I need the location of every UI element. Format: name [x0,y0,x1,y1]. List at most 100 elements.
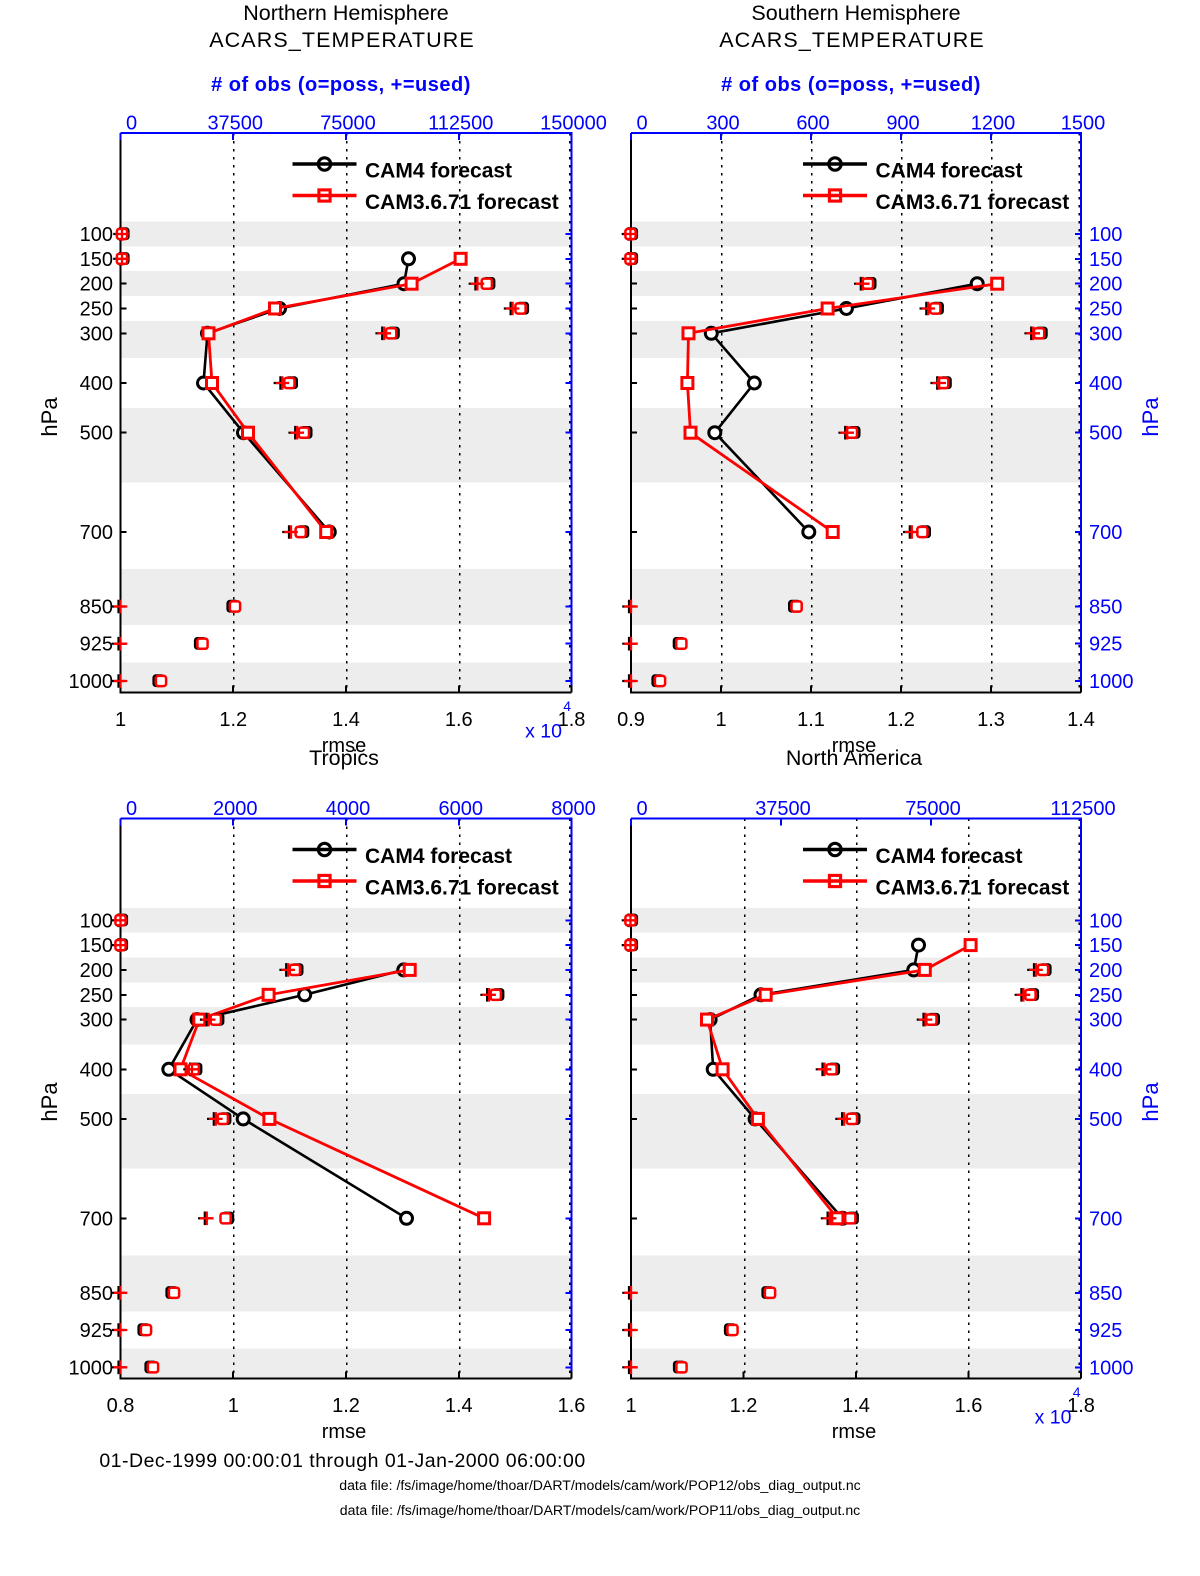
svg-text:300: 300 [80,323,113,345]
svg-text:1.3: 1.3 [977,709,1005,731]
svg-text:rmse: rmse [322,1421,366,1443]
svg-text:400: 400 [1089,1059,1122,1081]
svg-text:300: 300 [1089,323,1122,345]
svg-text:1.1: 1.1 [797,709,825,731]
svg-text:# of obs (o=poss, +=used): # of obs (o=poss, +=used) [721,74,981,96]
svg-text:data file: /fs/image/home/thoa: data file: /fs/image/home/thoar/DART/mod… [339,1477,860,1493]
svg-text:200: 200 [1089,960,1122,982]
svg-text:700: 700 [1089,522,1122,544]
svg-text:Southern Hemisphere: Southern Hemisphere [751,1,960,25]
svg-text:rmse: rmse [832,735,876,757]
svg-text:1000: 1000 [1089,1357,1134,1379]
svg-text:1.4: 1.4 [842,1395,870,1417]
svg-text:400: 400 [1089,373,1122,395]
svg-text:150: 150 [1089,249,1122,271]
svg-text:01-Dec-1999 00:00:01 through 0: 01-Dec-1999 00:00:01 through 01-Jan-2000… [99,1450,585,1472]
svg-text:1000: 1000 [69,671,114,693]
svg-text:925: 925 [1089,634,1122,656]
svg-text:300: 300 [1089,1010,1122,1032]
svg-text:37500: 37500 [755,798,811,820]
svg-text:4: 4 [1073,1384,1081,1400]
svg-text:Tropics: Tropics [309,746,379,770]
svg-text:400: 400 [80,1059,113,1081]
svg-text:250: 250 [80,985,113,1007]
svg-text:1: 1 [715,709,726,731]
svg-text:8000: 8000 [551,798,596,820]
svg-text:1.2: 1.2 [887,709,915,731]
svg-text:700: 700 [80,522,113,544]
svg-text:1000: 1000 [1089,671,1134,693]
svg-text:500: 500 [1089,1109,1122,1131]
svg-text:ACARS_TEMPERATURE: ACARS_TEMPERATURE [209,28,475,52]
svg-text:1: 1 [228,1395,239,1417]
svg-text:1.2: 1.2 [332,1395,360,1417]
svg-text:0.8: 0.8 [107,1395,135,1417]
svg-text:250: 250 [1089,985,1122,1007]
svg-text:112500: 112500 [428,113,493,135]
svg-text:150000: 150000 [540,113,607,135]
svg-text:1.8: 1.8 [558,709,586,731]
svg-text:1.8: 1.8 [1067,1395,1095,1417]
svg-text:CAM3.6.71 forecast: CAM3.6.71 forecast [365,191,559,214]
svg-text:hPa: hPa [1138,397,1163,437]
svg-text:ACARS_TEMPERATURE: ACARS_TEMPERATURE [719,28,985,52]
svg-text:CAM4 forecast: CAM4 forecast [365,160,512,183]
svg-text:x 10: x 10 [1035,1407,1072,1429]
svg-text:Northern Hemisphere: Northern Hemisphere [243,1,449,25]
svg-text:1: 1 [625,1395,636,1417]
svg-text:0: 0 [126,798,137,820]
svg-text:700: 700 [80,1208,113,1230]
svg-text:CAM4 forecast: CAM4 forecast [365,845,512,868]
svg-text:CAM3.6.71 forecast: CAM3.6.71 forecast [876,191,1070,214]
svg-text:700: 700 [1089,1208,1122,1230]
svg-text:1.4: 1.4 [1067,709,1095,731]
svg-text:75000: 75000 [320,113,376,135]
svg-text:400: 400 [80,373,113,395]
svg-text:data file: /fs/image/home/thoa: data file: /fs/image/home/thoar/DART/mod… [340,1502,860,1518]
svg-text:100: 100 [80,910,113,932]
svg-text:4000: 4000 [326,798,371,820]
svg-text:1500: 1500 [1061,113,1106,135]
svg-text:500: 500 [1089,423,1122,445]
svg-text:hPa: hPa [1138,1082,1163,1122]
svg-text:6000: 6000 [439,798,484,820]
svg-text:# of obs (o=poss, +=used): # of obs (o=poss, +=used) [211,74,471,96]
svg-text:CAM3.6.71 forecast: CAM3.6.71 forecast [876,877,1070,900]
svg-text:CAM3.6.71 forecast: CAM3.6.71 forecast [365,877,559,900]
svg-text:900: 900 [886,113,919,135]
svg-text:1: 1 [115,709,126,731]
svg-text:250: 250 [80,298,113,320]
svg-text:1200: 1200 [971,113,1016,135]
svg-text:North America: North America [786,746,922,770]
svg-text:200: 200 [80,960,113,982]
svg-text:925: 925 [80,1320,113,1342]
svg-text:100: 100 [80,224,113,246]
svg-text:1000: 1000 [69,1357,114,1379]
svg-text:0.9: 0.9 [617,709,645,731]
svg-text:150: 150 [80,249,113,271]
svg-text:1.4: 1.4 [445,1395,473,1417]
svg-text:600: 600 [796,113,829,135]
svg-text:1.6: 1.6 [445,709,473,731]
svg-text:850: 850 [80,1283,113,1305]
svg-text:0: 0 [636,113,647,135]
svg-text:300: 300 [80,1010,113,1032]
svg-text:925: 925 [1089,1320,1122,1342]
svg-text:1.6: 1.6 [558,1395,586,1417]
svg-text:4: 4 [563,698,571,714]
svg-text:200: 200 [1089,274,1122,296]
svg-text:850: 850 [1089,596,1122,618]
svg-text:100: 100 [1089,910,1122,932]
svg-text:rmse: rmse [322,735,366,757]
svg-text:2000: 2000 [213,798,258,820]
svg-text:112500: 112500 [1050,798,1115,820]
svg-text:100: 100 [1089,224,1122,246]
svg-text:200: 200 [80,274,113,296]
svg-text:0: 0 [636,798,647,820]
svg-text:150: 150 [1089,935,1122,957]
svg-text:250: 250 [1089,298,1122,320]
svg-text:850: 850 [1089,1283,1122,1305]
svg-text:1.2: 1.2 [730,1395,758,1417]
svg-text:CAM4 forecast: CAM4 forecast [876,845,1023,868]
svg-text:850: 850 [80,596,113,618]
